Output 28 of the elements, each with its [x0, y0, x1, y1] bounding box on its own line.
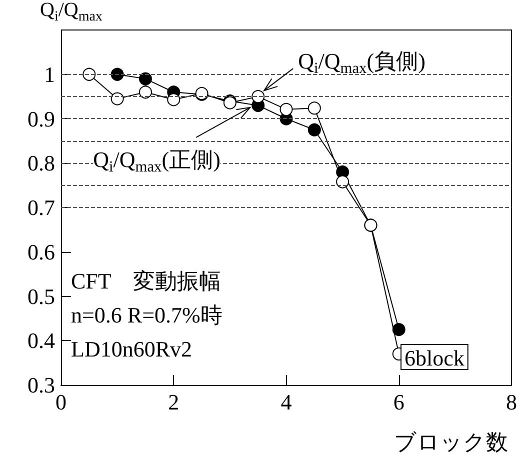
annotation: 6block — [404, 346, 464, 370]
point — [110, 68, 124, 81]
x-tick-label: 0 — [56, 390, 66, 414]
x-tick-label: 2 — [168, 390, 180, 414]
point — [392, 323, 406, 336]
x-tick-label: 6 — [393, 390, 404, 414]
y-tick-label: 0.3 — [28, 372, 55, 398]
point — [308, 123, 321, 136]
x-tick-label: 8 — [506, 390, 517, 414]
x-axis-title: ブロック数 — [394, 430, 508, 454]
point — [280, 102, 293, 116]
y-tick-label: 0.9 — [28, 106, 55, 132]
annotation: n=0.6 R=0.7%時 — [71, 302, 222, 328]
annotation: CFT 変動振幅 — [71, 268, 221, 294]
y-tick-label: 1 — [44, 62, 55, 87]
point — [138, 72, 152, 86]
point — [308, 102, 321, 115]
annotation: LD10n60Rv2 — [71, 336, 192, 362]
point — [167, 93, 180, 106]
y-tick-label: 0.5 — [28, 284, 55, 309]
y-tick-label: 0.6 — [28, 239, 55, 264]
point — [110, 92, 124, 106]
y-tick-label: 0.7 — [28, 195, 55, 220]
y-tick-label: 0.4 — [28, 328, 55, 354]
y-tick-label: 0.8 — [28, 150, 55, 176]
point — [252, 90, 265, 104]
x-tick-label: 4 — [280, 390, 292, 414]
point — [336, 175, 350, 188]
